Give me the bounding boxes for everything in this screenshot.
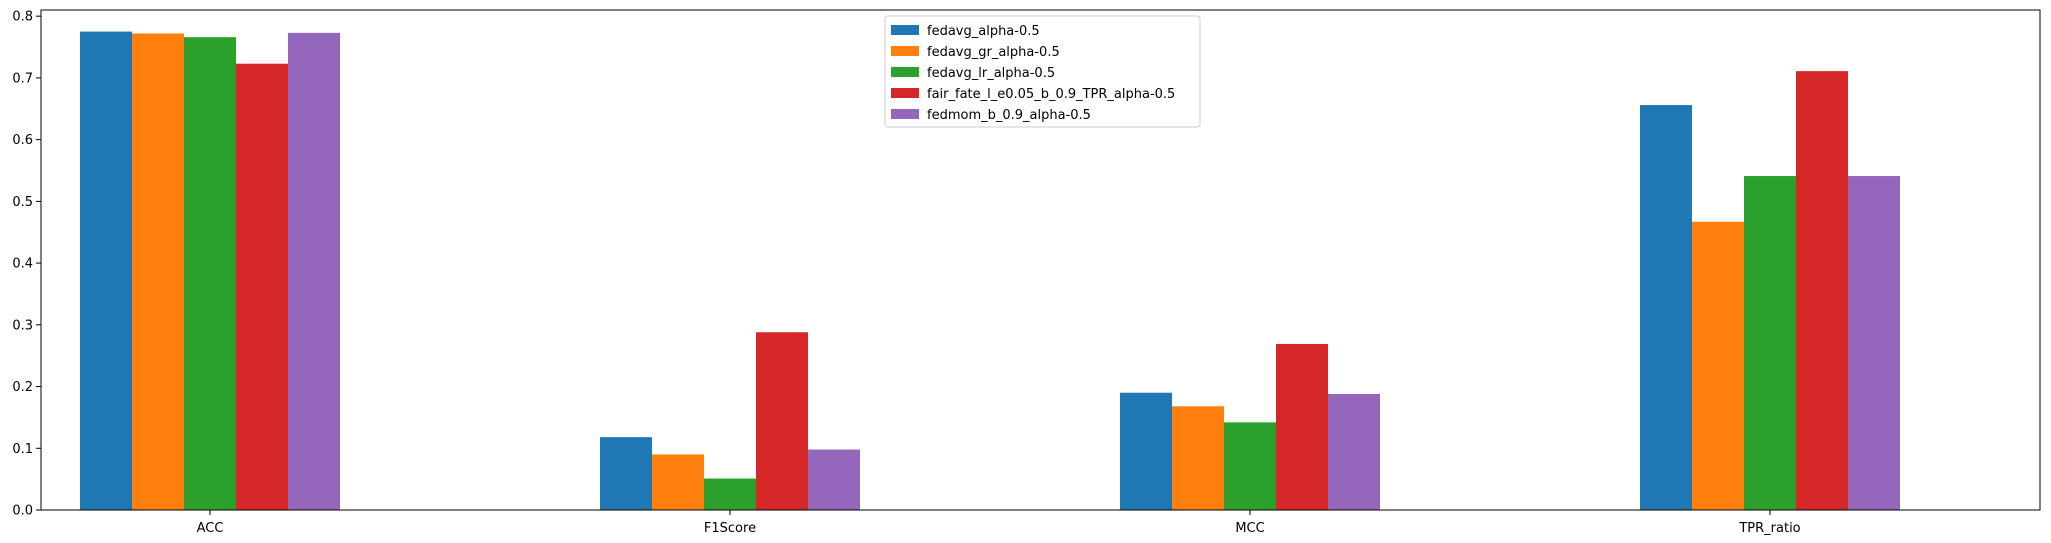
bar-mcc-series-4	[1276, 343, 1328, 510]
bar-mcc-series-5	[1328, 393, 1380, 510]
x-tick-label: TPR_ratio	[1738, 521, 1800, 536]
y-tick-label: 0.0	[12, 504, 33, 519]
legend-swatch	[891, 46, 919, 56]
bar-acc-series-2	[132, 33, 184, 511]
legend-swatch	[891, 109, 919, 119]
y-tick-label: 0.5	[12, 195, 33, 210]
x-tick-label: F1Score	[704, 521, 756, 536]
y-tick-label: 0.7	[12, 71, 33, 86]
y-tick-label: 0.1	[12, 442, 33, 457]
legend-label: fedavg_alpha-0.5	[927, 24, 1040, 39]
bar-acc-series-5	[288, 32, 340, 510]
bar-acc-series-1	[80, 31, 132, 510]
bar-tpr_ratio-series-2	[1692, 221, 1744, 510]
y-tick-label: 0.2	[12, 380, 33, 395]
legend-label: fedavg_gr_alpha-0.5	[927, 45, 1060, 60]
bar-tpr_ratio-series-5	[1848, 176, 1900, 510]
legend-label: fedavg_lr_alpha-0.5	[927, 66, 1055, 81]
bar-f1score-series-5	[808, 449, 860, 510]
y-tick-label: 0.4	[12, 257, 33, 272]
legend: fedavg_alpha-0.5 fedavg_gr_alpha-0.5fedav…	[884, 15, 1201, 128]
y-axis: 0.0 0.1 0.2 0.3 0.4 0.5 0.6 0.7 0.8	[12, 10, 41, 519]
legend-swatch	[891, 25, 919, 35]
x-tick-label: ACC	[197, 521, 224, 536]
legend-label: fair_fate_l_e0.05_b_0.9_TPR_alpha-0.5	[927, 87, 1175, 102]
legend-box	[884, 15, 1201, 128]
bar-acc-series-4	[236, 63, 288, 510]
plot-frame	[40, 9, 2041, 511]
bar-acc-series-3	[184, 37, 236, 510]
legend-label: fedmom_b_0.9_alpha-0.5	[927, 108, 1091, 123]
bar-tpr_ratio-series-1	[1640, 105, 1692, 510]
y-tick-label: 0.8	[12, 10, 33, 25]
bar-f1score-series-1	[600, 437, 652, 510]
legend-swatch	[891, 88, 919, 98]
bar-tpr_ratio-series-3	[1744, 176, 1796, 510]
bars-group	[80, 31, 1900, 511]
y-tick-label: 0.6	[12, 133, 33, 148]
bar-f1score-series-4	[756, 332, 808, 510]
bar-tpr_ratio-series-4	[1796, 71, 1848, 510]
bar-mcc-series-1	[1120, 392, 1172, 510]
bar-f1score-series-3	[704, 478, 756, 510]
bar-mcc-series-2	[1172, 406, 1224, 510]
x-axis: ACC F1Score MCC TPR_ratio	[197, 510, 1801, 536]
legend-swatch	[891, 67, 919, 77]
bar-mcc-series-3	[1224, 422, 1276, 510]
x-tick-label: MCC	[1235, 521, 1264, 536]
bar-f1score-series-2	[652, 454, 704, 510]
y-tick-label: 0.3	[12, 318, 33, 333]
